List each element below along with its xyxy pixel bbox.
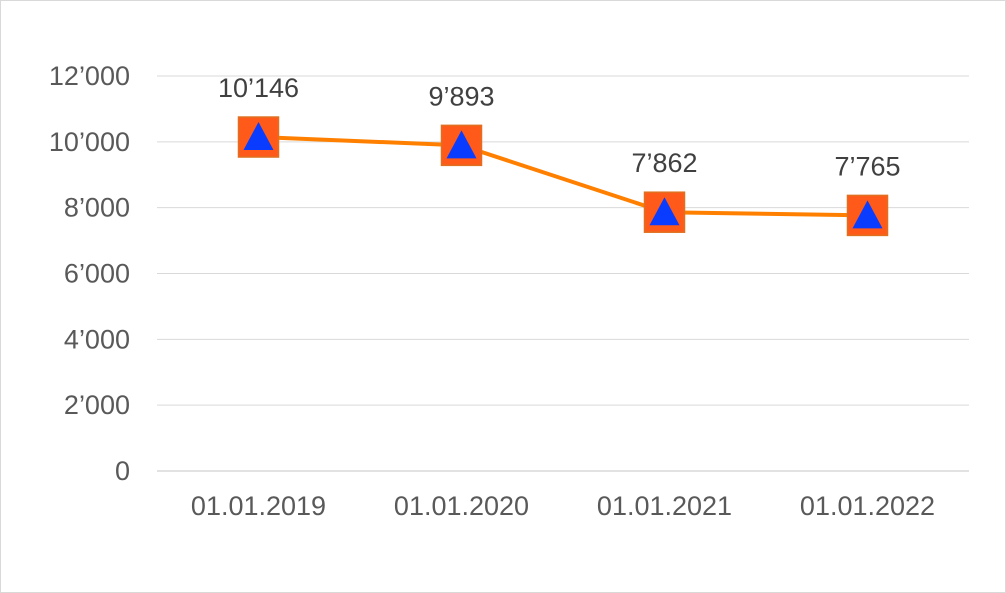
data-label: 7’862 [631,148,697,178]
y-tick-label: 12’000 [49,61,130,91]
x-tick-label: 01.01.2019 [191,491,326,521]
marker-triangle [649,197,680,226]
gridlines [157,75,969,472]
y-tick-label: 4’000 [64,324,130,354]
y-tick-label: 6’000 [64,259,130,289]
triangle-in-square-icon [440,124,483,167]
y-tick-label: 8’000 [64,193,130,223]
x-tick-label: 01.01.2021 [597,491,732,521]
triangle-in-square-icon [237,116,280,158]
marker-triangle [243,122,274,151]
x-tick-label: 01.01.2022 [800,491,935,521]
marker-triangle [446,130,477,159]
series-markers [237,116,889,237]
series-line-path [258,135,868,218]
y-axis: 0 2’000 4’000 6’000 8’000 10’000 12’000 [49,61,130,486]
data-labels: 10’146 9’893 7’862 7’765 [218,73,901,181]
x-tick-label: 01.01.2020 [394,491,529,521]
series-line [258,135,868,218]
data-label: 10’146 [218,73,299,103]
y-tick-label: 0 [115,456,130,486]
triangle-in-square-icon [643,191,686,233]
x-axis: 01.01.2019 01.01.2020 01.01.2021 01.01.2022 [191,491,935,521]
y-tick-label: 10’000 [49,127,130,157]
data-label: 7’765 [834,151,900,181]
data-label: 9’893 [428,81,494,111]
marker-triangle [852,200,883,229]
triangle-in-square-icon [846,194,889,237]
y-tick-label: 2’000 [64,390,130,420]
